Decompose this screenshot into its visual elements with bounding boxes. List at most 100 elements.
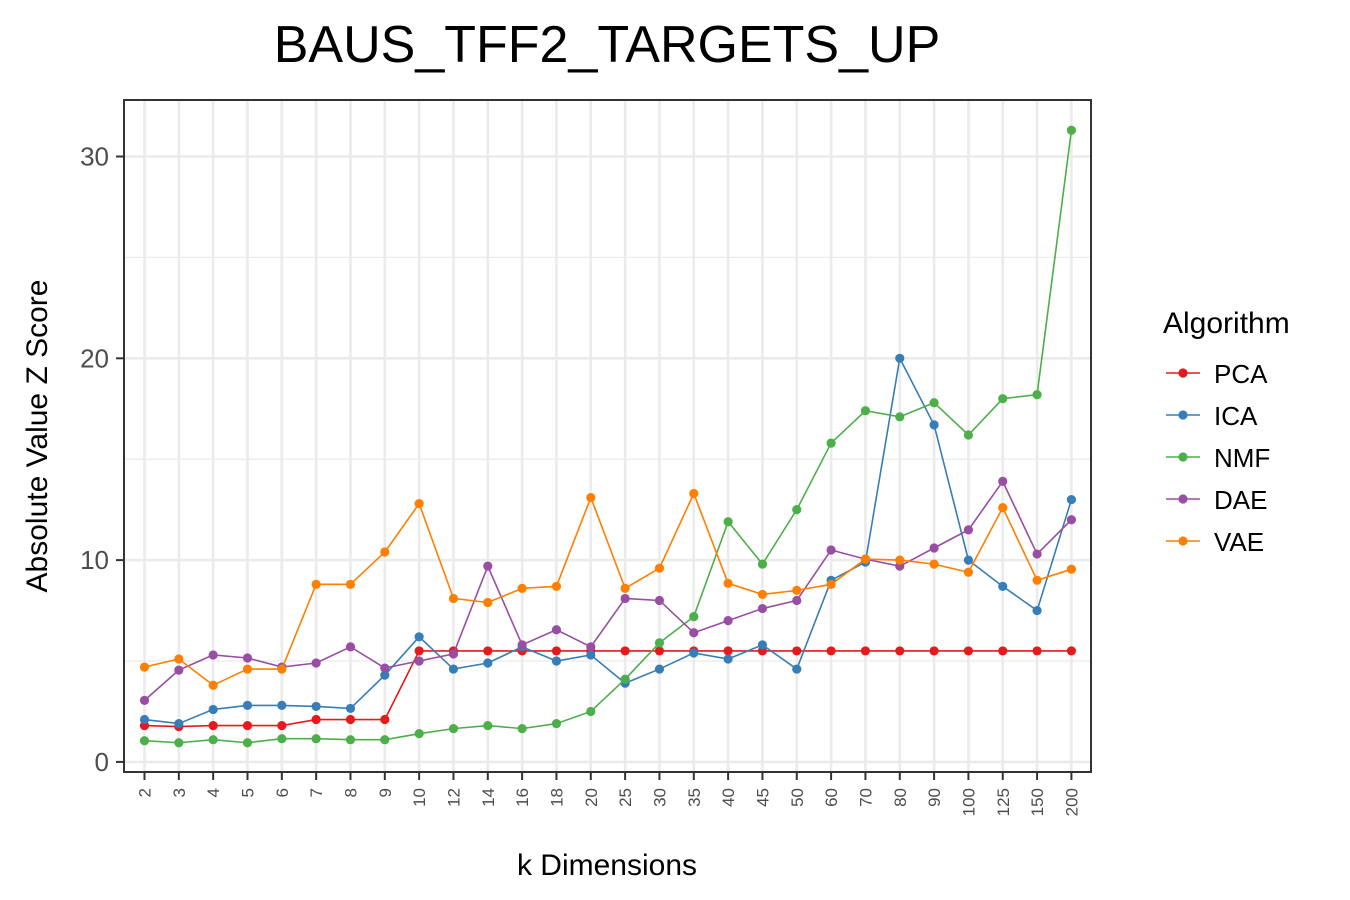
data-point bbox=[654, 638, 665, 648]
data-point bbox=[208, 650, 218, 660]
legend: Algorithm PCA ICA NMF DAE VAE bbox=[1163, 307, 1290, 557]
data-point bbox=[586, 650, 596, 660]
series-dae bbox=[139, 476, 1077, 705]
data-point bbox=[998, 394, 1008, 404]
x-tick-label: 30 bbox=[650, 788, 669, 807]
data-point bbox=[929, 420, 939, 430]
legend-label: ICA bbox=[1214, 401, 1258, 431]
data-point bbox=[860, 406, 871, 416]
y-axis: 0 10 20 30 bbox=[80, 142, 124, 777]
data-point bbox=[826, 646, 836, 656]
data-point bbox=[929, 398, 939, 408]
data-point bbox=[654, 646, 665, 656]
data-point bbox=[860, 646, 871, 656]
data-point bbox=[654, 595, 665, 606]
data-point bbox=[551, 646, 562, 656]
data-point bbox=[620, 646, 630, 656]
data-point bbox=[723, 654, 733, 664]
series-line bbox=[143, 479, 1072, 701]
data-point bbox=[792, 664, 802, 674]
x-tick-label: 20 bbox=[582, 788, 601, 807]
chart-title: BAUS_TFF2_TARGETS_UP bbox=[274, 16, 941, 74]
data-point bbox=[139, 695, 150, 705]
data-point bbox=[723, 578, 733, 588]
data-point bbox=[483, 597, 493, 608]
x-tick-label: 80 bbox=[891, 788, 910, 807]
data-point bbox=[448, 724, 459, 734]
data-point bbox=[311, 579, 321, 589]
x-tick-label: 18 bbox=[547, 788, 566, 807]
data-point bbox=[380, 547, 390, 557]
data-point bbox=[1066, 125, 1077, 135]
data-point bbox=[620, 674, 630, 684]
data-point bbox=[551, 581, 562, 591]
data-point bbox=[414, 646, 424, 656]
data-point bbox=[895, 353, 905, 363]
y-axis-title: Absolute Value Z Score bbox=[21, 280, 54, 593]
data-point bbox=[380, 663, 390, 673]
x-tick-label: 25 bbox=[616, 788, 635, 807]
legend-item-nmf: NMF bbox=[1166, 443, 1270, 473]
x-tick-label: 150 bbox=[1028, 788, 1047, 816]
series-line bbox=[144, 355, 1073, 725]
data-point bbox=[345, 579, 356, 589]
data-point bbox=[1032, 390, 1042, 400]
legend-label: PCA bbox=[1214, 359, 1268, 389]
data-point bbox=[277, 720, 287, 731]
y-tick-label: 0 bbox=[95, 747, 109, 777]
y-tick-label: 20 bbox=[80, 343, 109, 373]
data-point bbox=[208, 735, 218, 745]
data-point bbox=[998, 581, 1008, 591]
data-point bbox=[414, 632, 424, 642]
data-point bbox=[174, 665, 184, 675]
data-point bbox=[277, 734, 287, 744]
data-point bbox=[174, 738, 184, 748]
data-point bbox=[551, 656, 562, 666]
data-point bbox=[826, 438, 836, 448]
data-point bbox=[483, 561, 493, 571]
data-point bbox=[483, 720, 493, 731]
legend-item-vae: VAE bbox=[1166, 527, 1264, 557]
data-point bbox=[414, 499, 424, 509]
data-point bbox=[414, 656, 424, 666]
data-point bbox=[174, 654, 184, 664]
x-tick-label: 16 bbox=[513, 788, 532, 807]
data-point bbox=[483, 658, 493, 668]
data-point bbox=[586, 706, 596, 717]
data-point bbox=[380, 714, 390, 725]
data-point bbox=[311, 701, 321, 712]
data-point bbox=[208, 680, 218, 690]
x-tick-label: 200 bbox=[1062, 788, 1081, 816]
data-point bbox=[345, 642, 356, 652]
data-point bbox=[929, 543, 939, 553]
data-point bbox=[792, 595, 802, 606]
data-point bbox=[895, 646, 905, 656]
x-tick-label: 8 bbox=[341, 788, 360, 797]
data-point bbox=[826, 579, 836, 589]
legend-item-ica: ICA bbox=[1166, 401, 1258, 431]
data-point bbox=[620, 583, 630, 593]
data-point bbox=[689, 628, 699, 638]
data-point bbox=[963, 525, 974, 535]
x-axis-title: k Dimensions bbox=[517, 849, 697, 882]
data-point bbox=[380, 670, 390, 680]
x-tick-label: 50 bbox=[788, 788, 807, 807]
data-point bbox=[345, 735, 356, 745]
data-point bbox=[277, 664, 287, 674]
y-tick-label: 30 bbox=[80, 142, 109, 172]
legend-label: DAE bbox=[1214, 485, 1267, 515]
series-line bbox=[144, 650, 1072, 728]
data-point bbox=[208, 704, 218, 715]
data-point bbox=[139, 736, 150, 746]
data-point bbox=[139, 714, 150, 725]
data-point bbox=[963, 430, 974, 440]
series-line bbox=[144, 491, 1072, 687]
data-point bbox=[757, 603, 768, 614]
data-point bbox=[1032, 549, 1042, 559]
data-point bbox=[929, 559, 939, 569]
data-point bbox=[998, 476, 1008, 487]
data-point bbox=[792, 646, 802, 656]
x-tick-label: 60 bbox=[822, 788, 841, 807]
x-tick-label: 35 bbox=[685, 788, 704, 807]
x-tick-label: 9 bbox=[376, 788, 395, 797]
